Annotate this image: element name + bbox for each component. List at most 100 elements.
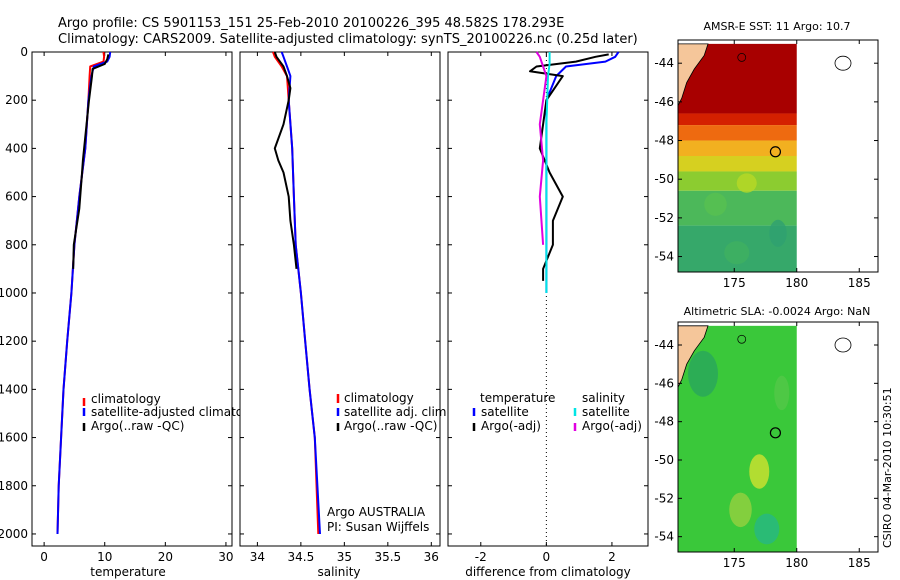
depth-tick-label: 1000 <box>0 286 28 300</box>
sst-land <box>677 43 709 106</box>
sla-lat-tick-label: -50 <box>654 453 674 467</box>
sla-argo-position-marker <box>769 427 782 439</box>
temperature-series-argo-raw-qc <box>72 54 110 269</box>
legend-label-climatology: climatology <box>91 392 161 406</box>
salinity-xtick-label: 34.5 <box>288 550 315 564</box>
sst-lat-tick-label: -46 <box>654 95 674 109</box>
temperature-axes-frame <box>31 51 233 547</box>
sst-lon-tick-label: 180 <box>785 276 808 290</box>
difference-axes-frame <box>447 51 649 547</box>
legend-label-climatology: climatology <box>344 391 414 405</box>
sst-island <box>737 53 747 62</box>
depth-tick-label: 600 <box>5 190 28 204</box>
depth-tick-label: 400 <box>5 141 28 155</box>
difference-panel: -2 0 2 difference from climatology tempera… <box>447 51 649 579</box>
sla-lat-tick-label: -52 <box>654 491 674 505</box>
salinity-xtick-label: 36 <box>424 550 439 564</box>
sst-sst-patch <box>724 241 750 265</box>
sst-map-panel: AMSR-E SST: 11 Argo: 10.7 175 180 185 -44 -4… <box>654 20 879 290</box>
legend-label-satellite: satellite adj. clim. <box>344 405 450 419</box>
sst-lat-tick-label: -52 <box>654 211 674 225</box>
difference-legend: temperature salinity satellite Argo(-adj… <box>472 391 642 433</box>
legend-label-argo: Argo(..raw -QC) <box>91 419 184 433</box>
sla-lat-tick-label: -48 <box>654 415 674 429</box>
depth-tick-label: 1200 <box>0 334 28 348</box>
salinity-xtick-label: 35.5 <box>374 550 401 564</box>
depth-tick-label: 1800 <box>0 479 28 493</box>
legend-label-argo: Argo(..raw -QC) <box>344 419 437 433</box>
salinity-xtick-label: 34 <box>250 550 265 564</box>
sla-lon-tick-label: 180 <box>785 556 808 570</box>
sst-sst-band <box>678 140 797 156</box>
sla-sla-patch <box>749 454 770 489</box>
difference-series-salinity-argo-adj <box>535 51 548 245</box>
legend-label-sal-argo: Argo(-adj) <box>582 419 642 433</box>
sla-lon-tick-label: 175 <box>723 556 746 570</box>
temperature-panel: 0 10 20 30 0 200 400 600 800 1000 1200 1400 1600 1800… <box>0 45 269 579</box>
salinity-xtick-label: 35 <box>337 550 352 564</box>
sla-sla-patch <box>774 375 790 411</box>
salinity-xlabel: salinity <box>317 565 360 579</box>
legend-label-temp-satellite: satellite <box>481 405 529 419</box>
sst-sst-band <box>678 190 797 226</box>
temperature-xtick-label: 10 <box>97 550 112 564</box>
difference-xtick-label: 2 <box>608 550 616 564</box>
sla-sla-patch <box>754 513 780 545</box>
depth-tick-label: 200 <box>5 93 28 107</box>
legend-label-satellite: satellite-adjusted climatology <box>91 405 269 419</box>
salinity-axes-frame <box>239 51 441 547</box>
sla-island-chatham <box>834 337 852 353</box>
temperature-xtick-label: 20 <box>158 550 173 564</box>
depth-tick-label: 800 <box>5 238 28 252</box>
sst-lon-tick-label: 175 <box>723 276 746 290</box>
sla-land <box>677 325 709 388</box>
sst-sst-patch <box>769 219 787 247</box>
sla-island <box>737 334 747 344</box>
depth-tick-label: 1600 <box>0 431 28 445</box>
difference-xlabel: difference from climatology <box>465 565 631 579</box>
annotation-argo-australia: Argo AUSTRALIA <box>327 505 426 519</box>
sla-map-frame <box>677 321 879 553</box>
sst-island-chatham <box>834 55 852 71</box>
difference-xtick-label: -2 <box>475 550 487 564</box>
legend-header-temperature: temperature <box>480 391 555 405</box>
sla-sla-patch <box>688 350 718 397</box>
sst-lat-tick-label: -48 <box>654 134 674 148</box>
sla-sla-patch <box>729 492 752 528</box>
sst-lon-tick-label: 185 <box>848 276 871 290</box>
temperature-xlabel: temperature <box>90 565 165 579</box>
salinity-legend: climatology satellite adj. clim. Argo(..… <box>336 391 450 433</box>
sla-lat-tick-label: -54 <box>654 530 674 544</box>
sst-sst-band <box>678 125 797 141</box>
sst-sst-patch <box>736 173 757 193</box>
sla-lat-tick-label: -44 <box>654 338 674 352</box>
difference-xtick-label: 0 <box>543 550 551 564</box>
salinity-series-satellite-adj-clim <box>280 51 321 535</box>
salinity-series-argo-raw-qc <box>273 51 298 270</box>
temperature-legend: climatology satellite-adjusted climatolo… <box>82 392 269 433</box>
legend-header-salinity: salinity <box>582 391 625 405</box>
annotation-pi: PI: Susan Wijffels <box>327 520 429 534</box>
sla-lon-tick-label: 185 <box>848 556 871 570</box>
sst-lat-tick-label: -44 <box>654 56 674 70</box>
depth-tick-label: 2000 <box>0 527 28 541</box>
depth-tick-label: 0 <box>20 45 28 59</box>
sst-map-frame <box>677 39 879 273</box>
credit-timestamp: CSIRO 04-Mar-2010 10:30:51 <box>881 387 894 548</box>
legend-label-sal-satellite: satellite <box>582 405 630 419</box>
salinity-panel: 34 34.5 35 35.5 36 salinity climatology sate… <box>239 51 450 579</box>
sst-lat-tick-label: -50 <box>654 172 674 186</box>
sst-lat-tick-label: -54 <box>654 250 674 264</box>
sst-argo-position-marker <box>769 146 782 158</box>
sst-sst-band <box>678 156 797 172</box>
sst-sst-band <box>678 113 797 126</box>
title-line-1: Argo profile: CS 5901153_151 25-Feb-2010… <box>58 16 564 31</box>
sst-sst-patch <box>704 192 727 216</box>
difference-series-salinity-satellite <box>545 52 551 293</box>
temperature-xtick-label: 30 <box>218 550 233 564</box>
sla-lat-tick-label: -46 <box>654 376 674 390</box>
sst-map-title: AMSR-E SST: 11 Argo: 10.7 <box>703 20 850 33</box>
temperature-xtick-label: 0 <box>40 550 48 564</box>
sla-map-title: Altimetric SLA: -0.0024 Argo: NaN <box>684 305 871 318</box>
